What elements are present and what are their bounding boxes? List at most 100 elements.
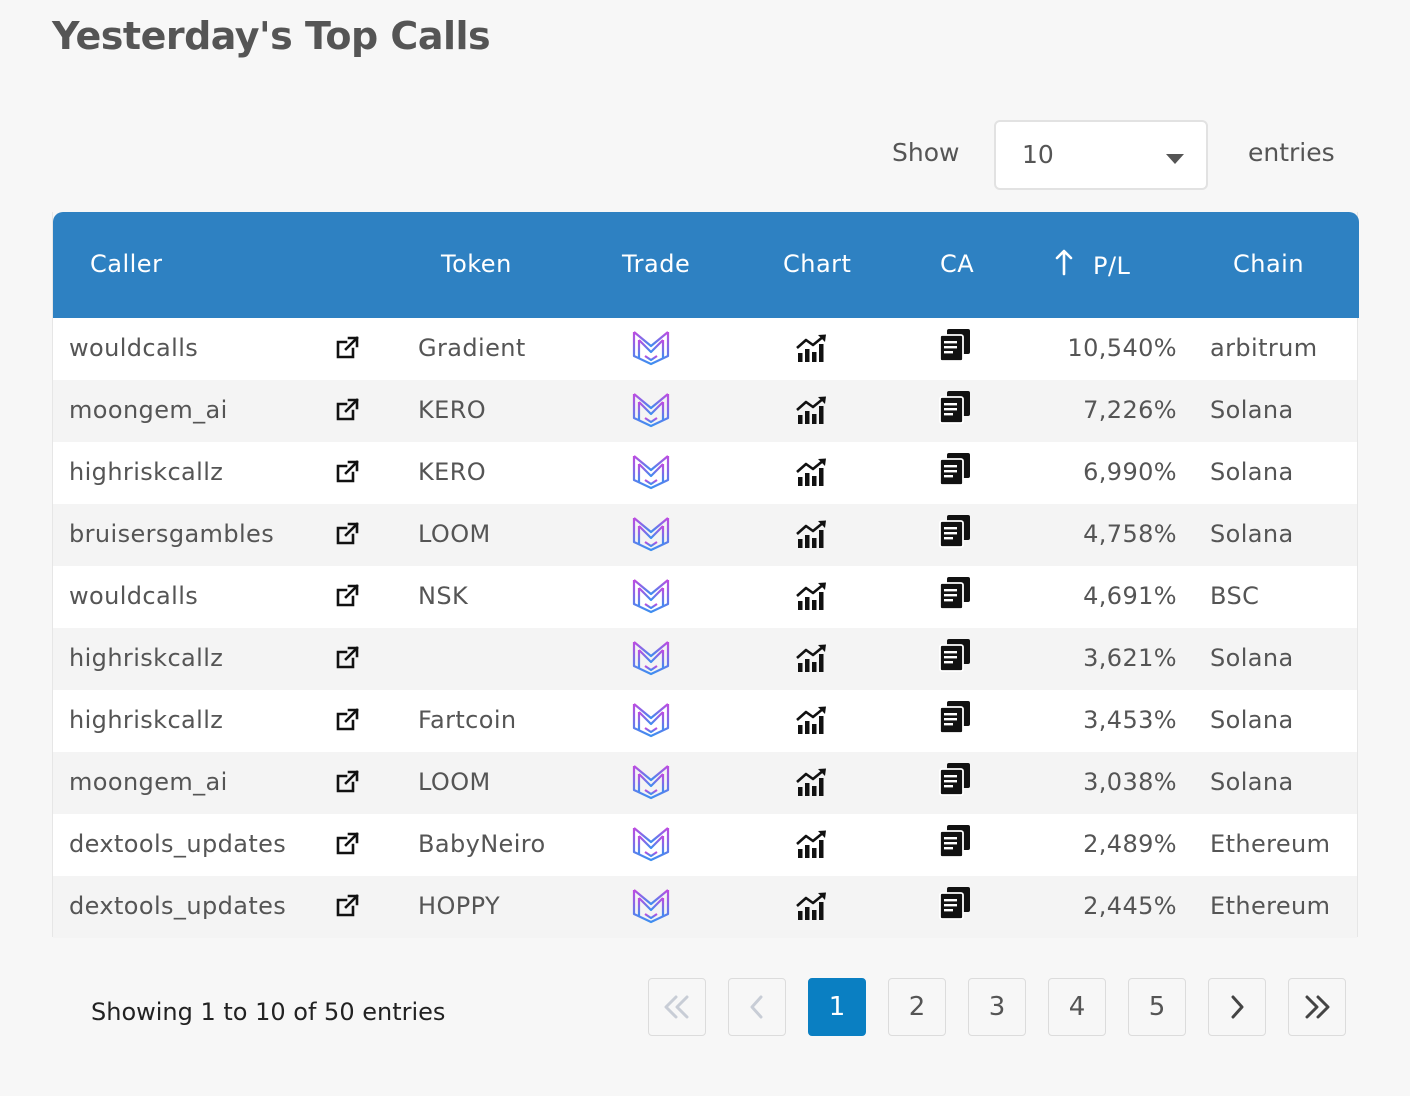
chart-trend-icon[interactable] xyxy=(795,643,829,673)
trade-logo-icon[interactable] xyxy=(631,640,671,676)
trade-logo-icon[interactable] xyxy=(631,826,671,862)
copy-icon[interactable] xyxy=(939,576,971,610)
previous-page-button[interactable] xyxy=(728,978,786,1036)
chart-trend-icon[interactable] xyxy=(795,395,829,425)
external-link-icon[interactable] xyxy=(333,830,361,858)
trade-logo-icon[interactable] xyxy=(631,516,671,552)
profit-loss-value: 3,453% xyxy=(1083,706,1177,734)
first-page-icon xyxy=(664,995,689,1019)
copy-icon[interactable] xyxy=(939,638,971,672)
caller-name: moongem_ai xyxy=(69,768,228,796)
token-name: KERO xyxy=(418,396,487,424)
caller-name: moongem_ai xyxy=(69,396,228,424)
page-button-5[interactable]: 5 xyxy=(1128,978,1186,1036)
external-link-icon[interactable] xyxy=(333,458,361,486)
page-button-3[interactable]: 3 xyxy=(968,978,1026,1036)
external-link-icon[interactable] xyxy=(333,768,361,796)
chart-trend-icon[interactable] xyxy=(795,333,829,363)
table-row: moongem_ai KERO 7,226% Solana xyxy=(53,380,1357,442)
trade-logo-icon[interactable] xyxy=(631,454,671,490)
token-name: Gradient xyxy=(418,334,526,362)
show-label: Show xyxy=(892,138,960,167)
caret-down-icon xyxy=(1166,154,1184,164)
copy-icon[interactable] xyxy=(939,452,971,486)
page-button-2[interactable]: 2 xyxy=(888,978,946,1036)
token-name: HOPPY xyxy=(418,892,501,920)
chart-trend-icon[interactable] xyxy=(795,519,829,549)
previous-page-icon xyxy=(750,995,763,1019)
token-name: KERO xyxy=(418,458,487,486)
chart-trend-icon[interactable] xyxy=(795,581,829,611)
chart-trend-icon[interactable] xyxy=(795,767,829,797)
trade-logo-icon[interactable] xyxy=(631,330,671,366)
last-page-icon xyxy=(1305,995,1330,1019)
trade-logo-icon[interactable] xyxy=(631,888,671,924)
copy-icon[interactable] xyxy=(939,514,971,548)
calls-table: Caller Token Trade Chart CA P/L Chain wo… xyxy=(52,212,1359,938)
table-row: highriskcallz 3,621% Solana xyxy=(53,628,1357,690)
token-name: Fartcoin xyxy=(418,706,517,734)
chain-name: Solana xyxy=(1210,458,1294,486)
trade-logo-icon[interactable] xyxy=(631,578,671,614)
caller-name: wouldcalls xyxy=(69,582,199,610)
caller-name: highriskcallz xyxy=(69,644,224,672)
header-chart[interactable]: Chart xyxy=(783,250,852,278)
chain-name: Solana xyxy=(1210,768,1294,796)
chart-trend-icon[interactable] xyxy=(795,829,829,859)
copy-icon[interactable] xyxy=(939,762,971,796)
external-link-icon[interactable] xyxy=(333,334,361,362)
header-token[interactable]: Token xyxy=(441,250,512,278)
external-link-icon[interactable] xyxy=(333,892,361,920)
copy-icon[interactable] xyxy=(939,886,971,920)
chart-trend-icon[interactable] xyxy=(795,705,829,735)
header-ca[interactable]: CA xyxy=(940,250,975,278)
caller-name: dextools_updates xyxy=(69,830,287,858)
trade-logo-icon[interactable] xyxy=(631,392,671,428)
sort-arrow-up-icon[interactable] xyxy=(1053,248,1075,282)
external-link-icon[interactable] xyxy=(333,644,361,672)
header-trade[interactable]: Trade xyxy=(622,250,691,278)
table-info: Showing 1 to 10 of 50 entries xyxy=(91,998,446,1026)
chain-name: arbitrum xyxy=(1210,334,1318,362)
trade-logo-icon[interactable] xyxy=(631,702,671,738)
page-button-4[interactable]: 4 xyxy=(1048,978,1106,1036)
first-page-button[interactable] xyxy=(648,978,706,1036)
next-page-icon xyxy=(1231,995,1244,1019)
chain-name: Solana xyxy=(1210,644,1294,672)
external-link-icon[interactable] xyxy=(333,706,361,734)
caller-name: highriskcallz xyxy=(69,458,224,486)
table-row: wouldcalls NSK 4,691% BSC xyxy=(53,566,1357,628)
entries-per-page-value: 10 xyxy=(1022,140,1054,169)
caller-name: highriskcallz xyxy=(69,706,224,734)
profit-loss-value: 7,226% xyxy=(1083,396,1177,424)
external-link-icon[interactable] xyxy=(333,396,361,424)
profit-loss-value: 10,540% xyxy=(1067,334,1177,362)
profit-loss-value: 3,038% xyxy=(1083,768,1177,796)
trade-logo-icon[interactable] xyxy=(631,764,671,800)
copy-icon[interactable] xyxy=(939,824,971,858)
profit-loss-value: 2,445% xyxy=(1083,892,1177,920)
page-button-1[interactable]: 1 xyxy=(808,978,866,1036)
chain-name: Solana xyxy=(1210,520,1294,548)
header-pl[interactable]: P/L xyxy=(1093,252,1131,280)
header-chain[interactable]: Chain xyxy=(1233,250,1305,278)
next-page-button[interactable] xyxy=(1208,978,1266,1036)
table-row: highriskcallz KERO 6,990% Solana xyxy=(53,442,1357,504)
header-caller[interactable]: Caller xyxy=(90,250,163,278)
chart-trend-icon[interactable] xyxy=(795,891,829,921)
table-row: wouldcalls Gradient 10,540% arbitrum xyxy=(53,318,1357,380)
caller-name: dextools_updates xyxy=(69,892,287,920)
page-title: Yesterday's Top Calls xyxy=(52,14,491,58)
external-link-icon[interactable] xyxy=(333,582,361,610)
chain-name: Ethereum xyxy=(1210,830,1331,858)
chart-trend-icon[interactable] xyxy=(795,457,829,487)
last-page-button[interactable] xyxy=(1288,978,1346,1036)
copy-icon[interactable] xyxy=(939,700,971,734)
external-link-icon[interactable] xyxy=(333,520,361,548)
token-name: LOOM xyxy=(418,768,491,796)
copy-icon[interactable] xyxy=(939,390,971,424)
table-header: Caller Token Trade Chart CA P/L Chain xyxy=(53,212,1359,318)
copy-icon[interactable] xyxy=(939,328,971,362)
table-row: highriskcallz Fartcoin 3,453% Solana xyxy=(53,690,1357,752)
entries-per-page-select[interactable]: 10 xyxy=(994,120,1208,190)
